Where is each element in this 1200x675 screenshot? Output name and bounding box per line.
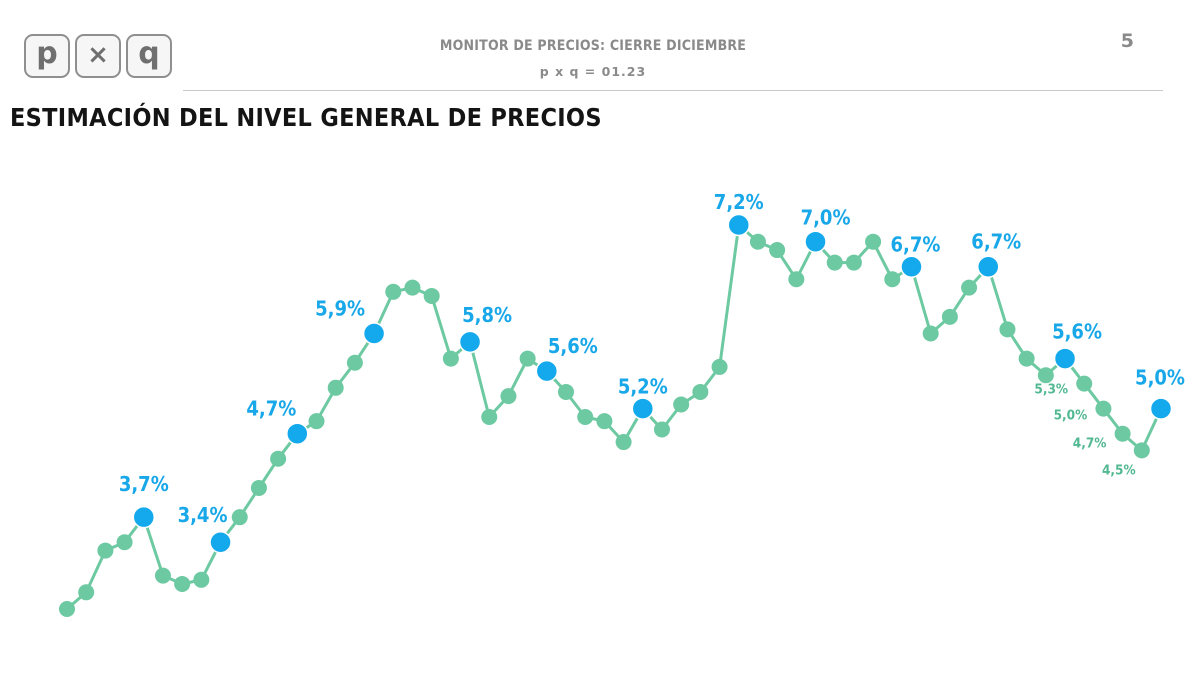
data-point: [961, 279, 978, 296]
data-point: [442, 350, 459, 367]
data-point: [673, 396, 690, 413]
logo-letter-x: ×: [75, 34, 121, 78]
data-point: [154, 567, 171, 584]
highlight-point: [631, 397, 655, 420]
secondary-label: 5,3%: [1034, 382, 1068, 398]
data-point: [404, 279, 421, 296]
data-point: [1095, 400, 1112, 417]
highlight-label: 5,2%: [618, 375, 668, 399]
data-point: [423, 287, 440, 304]
data-point: [116, 534, 133, 551]
data-point: [884, 271, 901, 288]
data-point: [558, 383, 575, 400]
highlight-label: 5,9%: [315, 297, 365, 321]
highlight-label: 6,7%: [891, 233, 941, 257]
data-point: [174, 575, 191, 592]
highlight-label: 5,8%: [462, 303, 512, 327]
data-point: [346, 354, 363, 371]
highlight-point: [458, 330, 482, 354]
data-point: [1114, 425, 1131, 442]
highlight-point: [286, 422, 309, 445]
highlight-point: [209, 530, 232, 554]
highlight-label: 5,6%: [1052, 320, 1102, 344]
data-points: [59, 213, 1173, 617]
data-point: [749, 233, 766, 250]
data-point: [788, 271, 805, 288]
chart-title: ESTIMACIÓN DEL NIVEL GENERAL DE PRECIOS: [10, 103, 602, 132]
secondary-label: 4,5%: [1102, 462, 1136, 478]
pxq-logo: p × q: [24, 34, 172, 78]
data-point: [193, 571, 210, 588]
data-point: [615, 434, 632, 451]
data-point: [577, 409, 594, 425]
highlight-label: 3,7%: [119, 472, 169, 496]
data-point: [596, 413, 613, 430]
highlight-label: 4,7%: [246, 397, 296, 421]
data-point: [327, 379, 344, 396]
secondary-label: 4,7%: [1073, 436, 1107, 452]
data-point: [250, 479, 267, 496]
data-point: [922, 325, 939, 342]
logo-letter-p: p: [24, 34, 70, 78]
data-point: [845, 254, 862, 271]
data-point: [999, 321, 1016, 338]
report-title: MONITOR DE PRECIOS: CIERRE DICIEMBRE: [439, 38, 747, 54]
data-point: [481, 409, 498, 425]
data-point: [78, 584, 95, 601]
series-line: [66, 223, 1163, 611]
data-point: [1133, 442, 1150, 459]
highlight-point: [900, 255, 923, 278]
data-point: [385, 283, 402, 300]
data-point: [231, 509, 248, 526]
report-subtitle: p x q = 01.23: [539, 64, 647, 79]
logo-letter-q: q: [126, 34, 172, 78]
data-point: [59, 601, 75, 617]
highlight-label: 6,7%: [971, 230, 1021, 254]
highlight-point: [804, 230, 827, 253]
highlight-label: 7,2%: [714, 190, 764, 214]
data-labels: 3,7% 3,4% 4,7% 5,9% 5,8% 5,6% 5,2% 7,2% 7,0% 6,7%…: [119, 190, 1185, 527]
highlight-label: 5,0%: [1135, 366, 1185, 390]
highlight-label: 7,0%: [801, 206, 851, 230]
data-point: [1018, 350, 1035, 367]
data-point: [826, 254, 843, 271]
highlight-point: [977, 255, 1000, 278]
highlight-label: 3,4%: [178, 503, 228, 527]
header-divider: [183, 90, 1163, 91]
highlight-label: 5,6%: [548, 334, 598, 358]
highlight-point: [1053, 347, 1077, 370]
data-point: [1076, 375, 1093, 392]
data-point: [711, 358, 728, 375]
page-number: 5: [1120, 30, 1134, 52]
data-point: [97, 542, 114, 559]
highlight-point: [535, 359, 559, 383]
data-point: [769, 242, 786, 259]
data-point: [1037, 367, 1054, 384]
data-point: [270, 450, 287, 467]
highlight-point: [1149, 397, 1173, 420]
data-point: [865, 233, 882, 250]
data-point: [653, 421, 670, 438]
data-point: [519, 350, 536, 367]
highlight-point: [362, 322, 386, 345]
data-point: [941, 308, 958, 325]
data-point: [500, 388, 517, 405]
highlight-point: [132, 505, 156, 529]
data-point: [308, 413, 325, 430]
secondary-label: 5,0%: [1054, 408, 1088, 424]
data-point: [692, 383, 709, 400]
highlight-point: [727, 213, 751, 237]
